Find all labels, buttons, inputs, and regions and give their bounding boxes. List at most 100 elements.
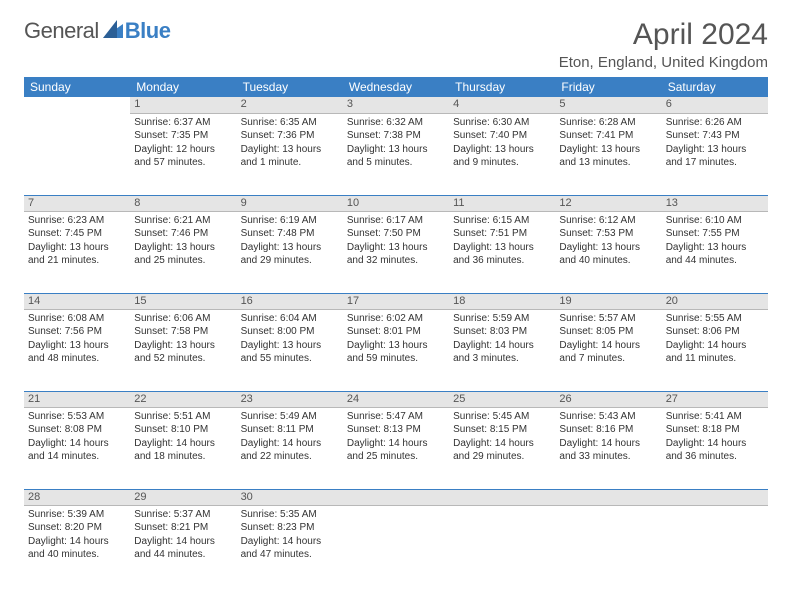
day-info-line: Daylight: 13 hours <box>28 339 126 353</box>
day-number-cell: 27 <box>662 391 768 407</box>
day-info-line: Sunset: 8:16 PM <box>559 423 657 437</box>
day-info-line: Daylight: 14 hours <box>453 437 551 451</box>
location: Eton, England, United Kingdom <box>559 54 768 71</box>
day-number-cell: 19 <box>555 293 661 309</box>
day-info-line: Sunset: 7:50 PM <box>347 227 445 241</box>
day-content-cell: Sunrise: 6:26 AMSunset: 7:43 PMDaylight:… <box>662 113 768 195</box>
day-info-line: and 11 minutes. <box>666 352 764 366</box>
day-info-line: Sunrise: 5:35 AM <box>241 508 339 522</box>
day-content-cell: Sunrise: 5:37 AMSunset: 8:21 PMDaylight:… <box>130 505 236 587</box>
day-info-line: Daylight: 13 hours <box>241 241 339 255</box>
day-number-cell: 20 <box>662 293 768 309</box>
day-info-line: and 17 minutes. <box>666 156 764 170</box>
day-content-cell: Sunrise: 6:12 AMSunset: 7:53 PMDaylight:… <box>555 211 661 293</box>
day-number-cell: 7 <box>24 195 130 211</box>
day-info-line: Daylight: 14 hours <box>453 339 551 353</box>
content-row: Sunrise: 5:39 AMSunset: 8:20 PMDaylight:… <box>24 505 768 587</box>
day-number-cell: 3 <box>343 97 449 113</box>
day-content-cell: Sunrise: 6:19 AMSunset: 7:48 PMDaylight:… <box>237 211 343 293</box>
day-info-line: Sunset: 8:21 PM <box>134 521 232 535</box>
day-info-line: and 47 minutes. <box>241 548 339 562</box>
day-info-line: Sunrise: 6:15 AM <box>453 214 551 228</box>
day-info-line: Daylight: 14 hours <box>666 437 764 451</box>
day-info-line: Sunset: 7:35 PM <box>134 129 232 143</box>
day-info-line: Sunset: 7:48 PM <box>241 227 339 241</box>
day-info-line: Daylight: 13 hours <box>347 241 445 255</box>
day-content-cell: Sunrise: 6:35 AMSunset: 7:36 PMDaylight:… <box>237 113 343 195</box>
day-content-cell: Sunrise: 5:43 AMSunset: 8:16 PMDaylight:… <box>555 407 661 489</box>
day-info-line: Sunrise: 6:30 AM <box>453 116 551 130</box>
day-content-cell: Sunrise: 6:30 AMSunset: 7:40 PMDaylight:… <box>449 113 555 195</box>
day-content-cell: Sunrise: 6:08 AMSunset: 7:56 PMDaylight:… <box>24 309 130 391</box>
day-info-line: Sunrise: 6:23 AM <box>28 214 126 228</box>
day-info-line: Daylight: 13 hours <box>134 241 232 255</box>
day-info-line: Sunset: 8:15 PM <box>453 423 551 437</box>
day-content-cell: Sunrise: 6:02 AMSunset: 8:01 PMDaylight:… <box>343 309 449 391</box>
day-info-line: Sunrise: 6:35 AM <box>241 116 339 130</box>
day-content-cell: Sunrise: 6:15 AMSunset: 7:51 PMDaylight:… <box>449 211 555 293</box>
brand-logo: General Blue <box>24 18 170 44</box>
day-info-line: Sunset: 7:43 PM <box>666 129 764 143</box>
day-info-line: and 44 minutes. <box>134 548 232 562</box>
day-info-line: Sunset: 8:20 PM <box>28 521 126 535</box>
day-info-line: and 32 minutes. <box>347 254 445 268</box>
day-info-line: and 5 minutes. <box>347 156 445 170</box>
day-info-line: Sunrise: 6:02 AM <box>347 312 445 326</box>
day-number-cell: 23 <box>237 391 343 407</box>
content-row: Sunrise: 6:08 AMSunset: 7:56 PMDaylight:… <box>24 309 768 391</box>
day-content-cell <box>343 505 449 587</box>
day-number-cell: 5 <box>555 97 661 113</box>
day-content-cell: Sunrise: 5:35 AMSunset: 8:23 PMDaylight:… <box>237 505 343 587</box>
day-number-cell <box>24 97 130 113</box>
day-content-cell: Sunrise: 5:39 AMSunset: 8:20 PMDaylight:… <box>24 505 130 587</box>
day-info-line: Sunrise: 6:04 AM <box>241 312 339 326</box>
day-info-line: and 29 minutes. <box>241 254 339 268</box>
day-info-line: and 7 minutes. <box>559 352 657 366</box>
day-info-line: Sunset: 8:11 PM <box>241 423 339 437</box>
day-number-cell: 15 <box>130 293 236 309</box>
day-info-line: Daylight: 14 hours <box>559 437 657 451</box>
day-number-cell: 30 <box>237 489 343 505</box>
day-info-line: Sunset: 7:36 PM <box>241 129 339 143</box>
daynum-row: 14151617181920 <box>24 293 768 309</box>
day-content-cell: Sunrise: 5:57 AMSunset: 8:05 PMDaylight:… <box>555 309 661 391</box>
day-number-cell: 2 <box>237 97 343 113</box>
day-info-line: Daylight: 13 hours <box>241 339 339 353</box>
day-info-line: Daylight: 14 hours <box>347 437 445 451</box>
day-info-line: Daylight: 14 hours <box>134 535 232 549</box>
weekday-header-row: Sunday Monday Tuesday Wednesday Thursday… <box>24 77 768 97</box>
day-content-cell: Sunrise: 5:55 AMSunset: 8:06 PMDaylight:… <box>662 309 768 391</box>
day-info-line: Sunrise: 6:12 AM <box>559 214 657 228</box>
day-info-line: Sunset: 8:10 PM <box>134 423 232 437</box>
day-info-line: Sunrise: 6:32 AM <box>347 116 445 130</box>
day-info-line: Sunrise: 6:28 AM <box>559 116 657 130</box>
day-info-line: Sunset: 8:18 PM <box>666 423 764 437</box>
content-row: Sunrise: 5:53 AMSunset: 8:08 PMDaylight:… <box>24 407 768 489</box>
day-number-cell: 18 <box>449 293 555 309</box>
day-info-line: and 59 minutes. <box>347 352 445 366</box>
day-info-line: Sunset: 7:40 PM <box>453 129 551 143</box>
day-info-line: Sunrise: 5:59 AM <box>453 312 551 326</box>
day-info-line: Daylight: 14 hours <box>134 437 232 451</box>
day-number-cell: 26 <box>555 391 661 407</box>
day-info-line: Sunset: 7:55 PM <box>666 227 764 241</box>
day-info-line: Sunset: 7:41 PM <box>559 129 657 143</box>
day-info-line: Sunset: 8:03 PM <box>453 325 551 339</box>
day-info-line: Daylight: 14 hours <box>28 535 126 549</box>
day-info-line: Sunset: 7:45 PM <box>28 227 126 241</box>
day-info-line: Sunrise: 5:45 AM <box>453 410 551 424</box>
day-info-line: Sunrise: 5:41 AM <box>666 410 764 424</box>
day-number-cell: 12 <box>555 195 661 211</box>
day-info-line: Daylight: 13 hours <box>559 241 657 255</box>
day-number-cell: 29 <box>130 489 236 505</box>
day-info-line: and 1 minute. <box>241 156 339 170</box>
daynum-row: 282930 <box>24 489 768 505</box>
day-info-line: Sunrise: 6:26 AM <box>666 116 764 130</box>
day-content-cell: Sunrise: 5:47 AMSunset: 8:13 PMDaylight:… <box>343 407 449 489</box>
day-content-cell: Sunrise: 5:49 AMSunset: 8:11 PMDaylight:… <box>237 407 343 489</box>
day-content-cell: Sunrise: 6:21 AMSunset: 7:46 PMDaylight:… <box>130 211 236 293</box>
day-info-line: and 36 minutes. <box>453 254 551 268</box>
day-info-line: Sunset: 8:01 PM <box>347 325 445 339</box>
day-info-line: Daylight: 13 hours <box>28 241 126 255</box>
day-number-cell: 14 <box>24 293 130 309</box>
